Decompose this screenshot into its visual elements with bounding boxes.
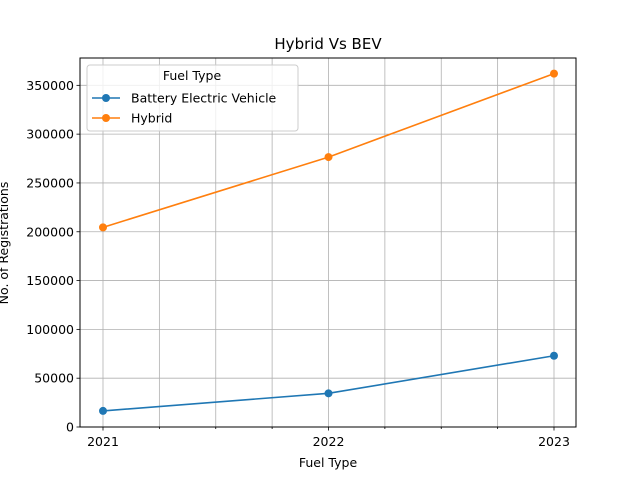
y-tick-label: 150000 (26, 273, 74, 288)
y-axis: 0 50000 100000 150000 200000 250000 300000 3500… (26, 78, 80, 435)
legend-title: Fuel Type (163, 68, 222, 83)
legend-box (86, 64, 299, 132)
y-tick-label: 250000 (26, 175, 74, 190)
data-point-hybrid (324, 153, 333, 162)
chart-title: Hybrid Vs BEV (274, 35, 382, 53)
y-tick-label: 0 (66, 420, 74, 435)
data-point-battery-electric-vehicle (324, 389, 333, 398)
x-tick-label: 2023 (538, 434, 570, 449)
y-tick-label: 300000 (26, 127, 74, 142)
legend-dot-marker (102, 94, 110, 102)
x-axis: 2021 2022 2023 (87, 427, 570, 449)
data-point-battery-electric-vehicle (99, 406, 107, 415)
legend-items: Battery Electric Vehicle Hybrid (92, 91, 277, 126)
data-point-hybrid (99, 223, 107, 232)
x-tick-label: 2021 (87, 434, 119, 449)
legend-label: Battery Electric Vehicle (131, 91, 277, 106)
y-tick-label: 100000 (26, 322, 74, 337)
data-point-hybrid (550, 69, 558, 78)
y-tick-label: 350000 (26, 78, 74, 93)
y-tick-label: 50000 (34, 371, 74, 386)
legend: Fuel Type Battery Electric Vehicle Hybrid (86, 64, 299, 132)
data-point-battery-electric-vehicle (550, 351, 558, 360)
x-axis-label: Fuel Type (299, 455, 358, 470)
y-tick-label: 200000 (26, 224, 74, 239)
series-layer (99, 69, 558, 415)
x-tick-label: 2022 (313, 434, 345, 449)
grid (80, 58, 576, 428)
y-axis-label: No. of Registrations (0, 182, 11, 305)
plot-frame (79, 57, 577, 428)
legend-dot-marker (102, 114, 110, 122)
legend-label: Hybrid (131, 111, 172, 126)
